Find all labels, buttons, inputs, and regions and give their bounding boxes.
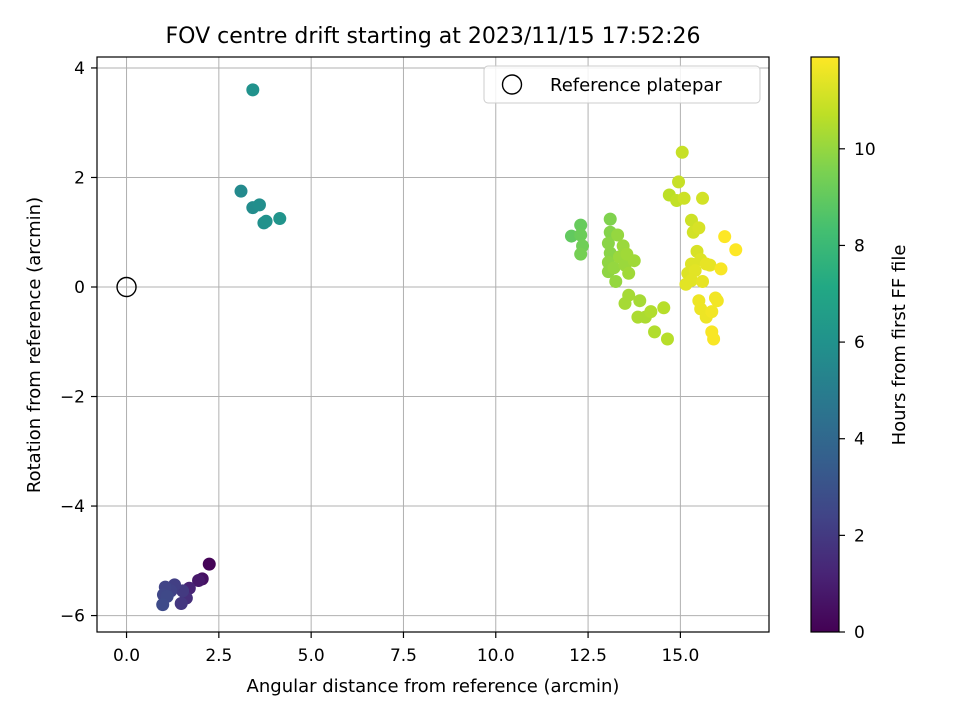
colorbar-tick-label: 6 [854,333,865,353]
x-tick-label: 0.0 [113,646,140,666]
y-tick-label: −2 [60,388,85,408]
scatter-point [273,212,287,226]
legend-entry-label: Reference platepar [550,75,722,96]
x-tick-label: 12.5 [569,646,607,666]
colorbar: 0 2 4 6 8 10 Hours from first FF file [810,56,910,643]
scatter-point [192,574,206,588]
scatter-point [707,332,721,346]
plot-area [96,56,770,633]
legend: Reference platepar [483,65,761,104]
y-tick-label: −6 [60,607,85,627]
y-tick-label: −4 [60,497,85,517]
y-tick-label: 0 [74,278,85,298]
scatter-point [710,294,724,308]
scatter-point [603,212,617,226]
colorbar-tick-label: 8 [854,236,865,256]
scatter-point [574,228,588,242]
scatter-point [703,258,717,272]
scatter-point [672,175,686,189]
y-tick-label: 4 [74,59,85,79]
data-points [156,83,743,612]
reference-platepar-marker [116,276,137,298]
legend-box [483,65,761,104]
colorbar-ticks: 0 2 4 6 8 10 [839,140,876,643]
scatter-point [202,557,216,571]
scatter-point [574,247,588,261]
scatter-point [677,191,691,205]
scatter-point [657,301,671,315]
colorbar-gradient [810,56,840,633]
scatter-point [648,325,662,339]
scatter-point [611,228,625,242]
scatter-point [714,262,728,276]
scatter-point [252,198,266,212]
plot-background [97,57,769,632]
x-tick-label: 15.0 [661,646,699,666]
colorbar-tick-label: 10 [854,140,876,160]
chart-title: FOV centre drift starting at 2023/11/15 … [166,24,701,49]
x-tick-label: 2.5 [205,646,232,666]
x-axis-label: Angular distance from reference (arcmin) [247,676,620,697]
y-axis-label: Rotation from reference (arcmin) [24,197,45,493]
x-tick-label: 7.5 [390,646,417,666]
scatter-point [633,294,647,308]
scatter-point [696,191,710,205]
scatter-point [644,305,658,319]
scatter-point [609,275,623,289]
scatter-point [696,275,710,289]
scatter-point [156,598,170,612]
scatter-point [574,218,588,232]
colorbar-tick-label: 2 [854,526,865,546]
scatter-point [618,296,632,310]
colorbar-tick-label: 0 [854,623,865,643]
y-axis-ticks: −6 −4 −2 0 2 4 [60,59,97,627]
grid [97,57,769,632]
scatter-point [729,243,743,257]
scatter-point [675,145,689,159]
scatter-point [246,83,260,97]
scatter-point [679,277,693,291]
scatter-point [234,184,248,198]
colorbar-tick-label: 4 [854,430,865,450]
scatter-point [259,214,273,228]
scatter-point [692,221,706,235]
scatter-point [718,230,732,244]
legend-marker-circle [501,74,523,95]
scatter-point [705,305,719,319]
scatter-point [607,261,621,275]
scatter-point [627,254,641,268]
scatter-point [660,332,674,346]
plot-frame [96,56,770,633]
reference-point [116,276,137,298]
x-tick-label: 10.0 [477,646,515,666]
x-tick-label: 5.0 [298,646,325,666]
y-tick-label: 2 [74,168,85,188]
scatter-point [601,236,615,250]
colorbar-label: Hours from first FF file [889,245,910,446]
scatter-point [622,266,636,280]
x-axis-ticks: 0.0 2.5 5.0 7.5 10.0 12.5 15.0 [113,632,699,666]
scatter-point [174,597,188,611]
scatter-point [688,264,702,278]
